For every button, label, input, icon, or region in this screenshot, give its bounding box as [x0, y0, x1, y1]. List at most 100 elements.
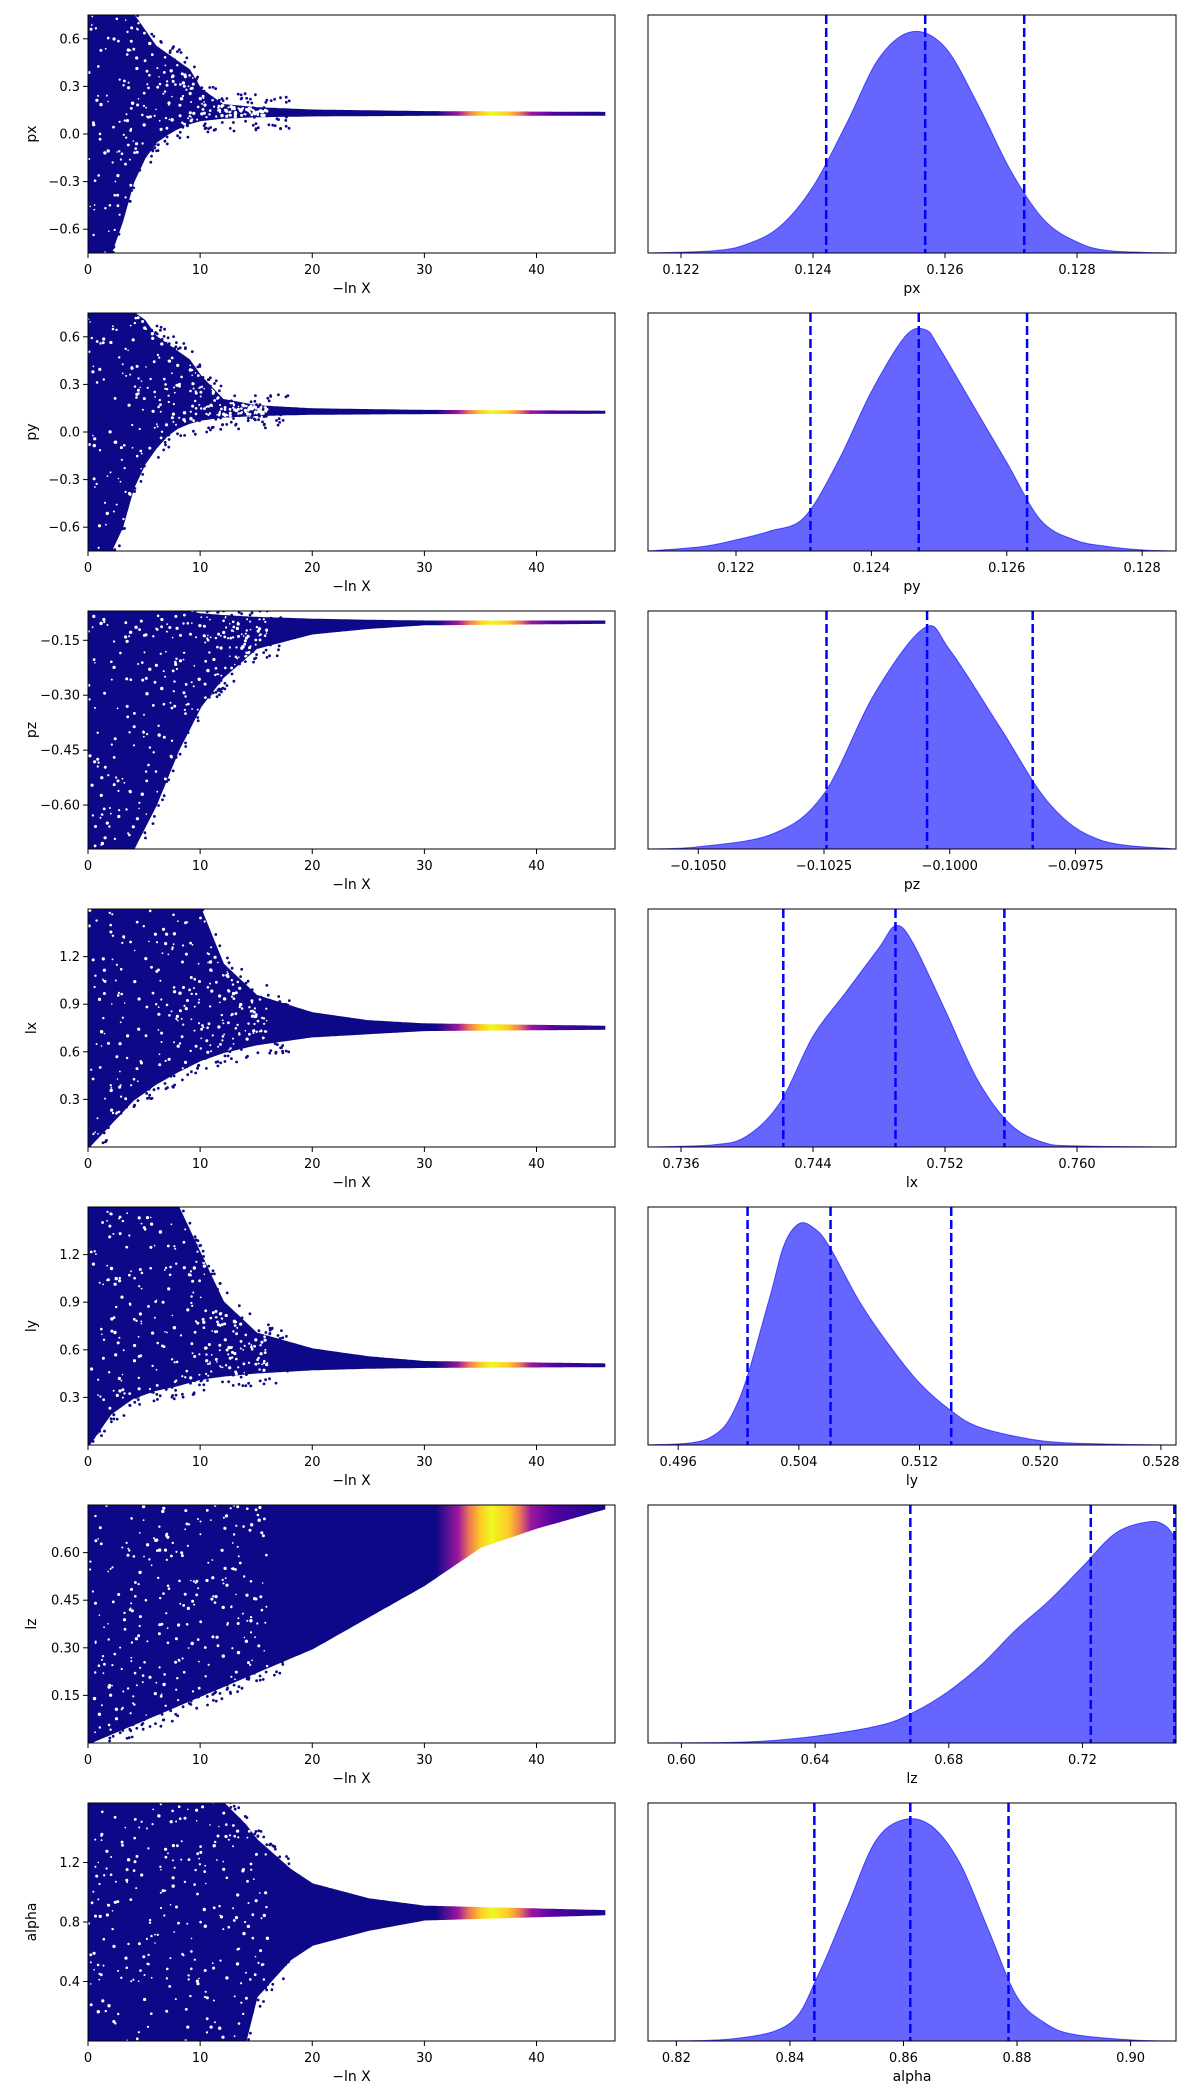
trace-gap: [154, 1933, 156, 1936]
trace-point: [226, 1054, 230, 1058]
trace-gap: [199, 1296, 202, 1299]
trace-gap: [112, 510, 115, 513]
trace-gap: [252, 1029, 256, 1033]
trace-point: [133, 1201, 136, 1204]
trace-point: [147, 1087, 151, 1091]
trace-gap: [217, 104, 221, 108]
trace-gap: [196, 1638, 200, 1641]
x-tick-label: 20: [304, 1455, 321, 1470]
trace-point: [117, 606, 120, 609]
trace-gap: [237, 1555, 240, 1558]
trace-gap: [93, 437, 97, 441]
trace-point: [123, 2047, 126, 2050]
trace-point: [269, 394, 272, 398]
trace-gap: [228, 414, 232, 418]
trace-gap: [171, 95, 173, 98]
trace-point: [231, 1384, 235, 1387]
trace-gap: [137, 1634, 141, 1638]
trace-gap: [133, 949, 136, 952]
trace-gap: [160, 1868, 162, 1871]
trace-point: [268, 1502, 271, 1505]
trace-gap: [98, 1972, 101, 1976]
trace-point: [197, 1695, 200, 1699]
trace-point: [108, 10, 111, 13]
trace-gap: [132, 1555, 136, 1558]
trace-gap: [140, 467, 142, 470]
trace-gap: [126, 1212, 129, 1215]
trace-gap: [190, 101, 193, 103]
trace-point: [225, 97, 229, 100]
trace-gap: [159, 1803, 162, 1806]
trace-point: [181, 1499, 184, 1502]
trace-gap: [124, 1826, 127, 1829]
trace-point: [193, 1379, 197, 1383]
trace-point: [198, 419, 201, 423]
trace-gap: [172, 1326, 177, 1330]
x-tick-label: 0.126: [926, 263, 963, 278]
trace-point: [253, 115, 256, 119]
trace-gap: [264, 1348, 267, 1351]
trace-point: [252, 660, 255, 664]
trace-point: [219, 679, 223, 683]
trace-gap: [224, 1577, 227, 1580]
trace-gap: [140, 1271, 144, 1275]
trace-gap: [192, 1291, 195, 1294]
trace-point: [106, 1194, 109, 1197]
trace-point: [221, 423, 225, 426]
trace-gap: [105, 511, 110, 516]
trace-gap: [211, 98, 214, 102]
trace-point: [106, 6, 109, 9]
trace-point: [154, 2042, 157, 2045]
trace-point: [226, 956, 229, 960]
trace-gap: [119, 158, 122, 161]
trace-point: [216, 1799, 219, 1802]
trace-gap: [176, 63, 179, 67]
trace-gap: [234, 1027, 238, 1030]
trace-point: [287, 1050, 291, 1054]
trace-gap: [194, 407, 198, 410]
trace-point: [267, 1323, 270, 1327]
trace-gap: [132, 1702, 134, 1705]
trace-gap: [137, 663, 140, 665]
trace-gap: [207, 405, 210, 408]
trace-point: [104, 255, 107, 258]
trace-point: [88, 1493, 91, 1496]
trace-point: [257, 418, 260, 422]
trace-gap: [165, 1612, 168, 1615]
trace-point: [166, 336, 170, 340]
trace-gap: [180, 375, 183, 379]
trace-point: [240, 1048, 243, 1051]
trace-gap: [184, 683, 188, 686]
trace-gap: [241, 107, 245, 110]
trace-gap: [206, 668, 210, 673]
trace-gap: [91, 15, 94, 18]
trace-gap: [126, 1034, 130, 1038]
trace-point: [205, 430, 209, 434]
trace-gap: [131, 446, 134, 449]
trace-gap: [190, 1295, 193, 1298]
trace-gap: [109, 340, 113, 345]
trace-gap: [238, 1005, 241, 1009]
trace-gap: [222, 1928, 225, 1931]
trace-gap: [262, 618, 265, 621]
trace-gap: [181, 81, 186, 85]
trace-point: [240, 1686, 244, 1690]
trace-gap: [101, 1333, 103, 1335]
trace-gap: [118, 1276, 122, 1280]
trace-gap: [88, 683, 91, 687]
trace-point: [265, 1843, 269, 1846]
trace-gap: [148, 1388, 151, 1391]
trace-gap: [185, 1522, 189, 1526]
trace-gap: [101, 1221, 104, 1224]
trace-gap: [175, 626, 179, 630]
trace-point: [255, 1679, 258, 1683]
trace-gap: [139, 619, 143, 623]
trace-gap: [175, 1550, 178, 1553]
trace-gap: [255, 1013, 258, 1016]
trace-gap: [200, 407, 203, 410]
trace-gap: [209, 1824, 211, 1826]
x-axis-label: −ln X: [332, 1771, 371, 1787]
trace-gap: [151, 991, 155, 995]
trace-gap: [125, 119, 130, 123]
